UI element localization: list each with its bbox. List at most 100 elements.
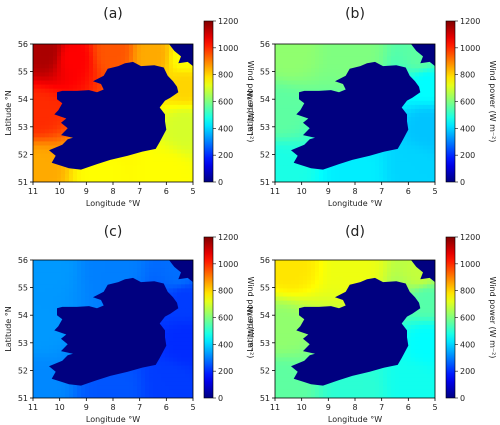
sea-cell: [315, 280, 320, 285]
sea-cell: [379, 48, 384, 53]
sea-cell: [41, 68, 46, 74]
sea-cell: [53, 284, 58, 290]
sea-cell: [173, 292, 178, 298]
sea-cell: [113, 276, 118, 281]
sea-cell: [331, 76, 336, 82]
sea-cell: [275, 296, 280, 302]
sea-cell: [307, 169, 312, 175]
sea-cell: [275, 169, 280, 175]
sea-cell: [105, 44, 110, 49]
sea-cell: [93, 389, 98, 395]
sea-cell: [411, 161, 416, 167]
sea-cell: [81, 288, 86, 294]
sea-cell: [423, 80, 428, 86]
sea-cell: [423, 125, 428, 130]
sea-cell: [275, 268, 280, 273]
sea-cell: [133, 60, 138, 65]
sea-cell: [57, 268, 62, 273]
sea-cell: [363, 264, 368, 269]
sea-cell: [185, 104, 190, 110]
sea-cell: [431, 121, 435, 126]
sea-cell: [77, 389, 82, 395]
sea-cell: [411, 125, 416, 130]
sea-cell: [335, 56, 340, 61]
sea-cell: [295, 329, 300, 334]
sea-cell: [149, 149, 154, 155]
sea-cell: [307, 60, 312, 65]
sea-cell: [379, 173, 384, 179]
sea-cell: [173, 385, 178, 391]
sea-cell: [121, 373, 126, 379]
sea-cell: [157, 272, 162, 277]
sea-cell: [415, 80, 420, 86]
sea-cell: [121, 268, 126, 273]
sea-cell: [311, 68, 316, 74]
sea-cell: [189, 88, 193, 94]
sea-cell: [45, 329, 50, 334]
sea-cell: [69, 56, 74, 61]
sea-cell: [133, 44, 138, 49]
sea-cell: [423, 173, 428, 179]
sea-cell: [291, 125, 296, 130]
sea-cell: [181, 104, 186, 110]
sea-cell: [355, 268, 360, 273]
sea-cell: [275, 141, 280, 147]
sea-cell: [77, 288, 82, 294]
sea-cell: [77, 264, 82, 269]
sea-cell: [399, 173, 404, 179]
y-tick-label: 56: [18, 40, 28, 49]
sea-cell: [287, 113, 292, 118]
sea-cell: [181, 280, 186, 285]
sea-cell: [97, 284, 102, 290]
sea-cell: [157, 381, 162, 387]
sea-cell: [367, 173, 372, 179]
sea-cell: [33, 125, 38, 130]
sea-cell: [65, 173, 70, 179]
sea-cell: [33, 88, 38, 94]
sea-cell: [189, 104, 193, 110]
sea-cell: [161, 169, 166, 175]
sea-cell: [177, 76, 182, 82]
sea-cell: [57, 165, 62, 171]
sea-cell: [315, 292, 320, 298]
sea-cell: [69, 288, 74, 294]
sea-cell: [157, 56, 162, 61]
sea-cell: [363, 177, 368, 182]
x-tick-label: 6: [406, 187, 411, 196]
colorbar-tick-label: 1200: [460, 17, 480, 26]
sea-cell: [291, 173, 296, 179]
sea-cell: [57, 121, 62, 126]
sea-cell: [279, 324, 284, 330]
sea-cell: [97, 300, 102, 306]
sea-cell: [129, 56, 134, 61]
sea-cell: [291, 169, 296, 175]
sea-cell: [97, 165, 102, 171]
sea-cell: [181, 157, 186, 163]
sea-cell: [299, 268, 304, 273]
sea-cell: [275, 161, 280, 167]
sea-cell: [181, 333, 186, 338]
sea-cell: [73, 44, 78, 49]
sea-cell: [81, 264, 86, 269]
sea-cell: [141, 157, 146, 163]
sea-cell: [93, 56, 98, 61]
sea-cell: [431, 173, 435, 179]
sea-cell: [407, 145, 412, 151]
sea-cell: [117, 381, 122, 387]
sea-cell: [169, 64, 174, 69]
sea-cell: [363, 169, 368, 175]
sea-cell: [189, 373, 193, 379]
sea-cell: [359, 60, 364, 65]
sea-cell: [173, 373, 178, 379]
sea-cell: [57, 333, 62, 338]
sea-cell: [287, 304, 292, 310]
sea-cell: [295, 276, 300, 281]
sea-cell: [279, 96, 284, 102]
sea-cell: [137, 52, 142, 57]
sea-cell: [89, 72, 94, 78]
sea-cell: [387, 52, 392, 57]
sea-cell: [41, 121, 46, 126]
sea-cell: [185, 153, 190, 159]
sea-cell: [415, 125, 420, 130]
sea-cell: [295, 56, 300, 61]
